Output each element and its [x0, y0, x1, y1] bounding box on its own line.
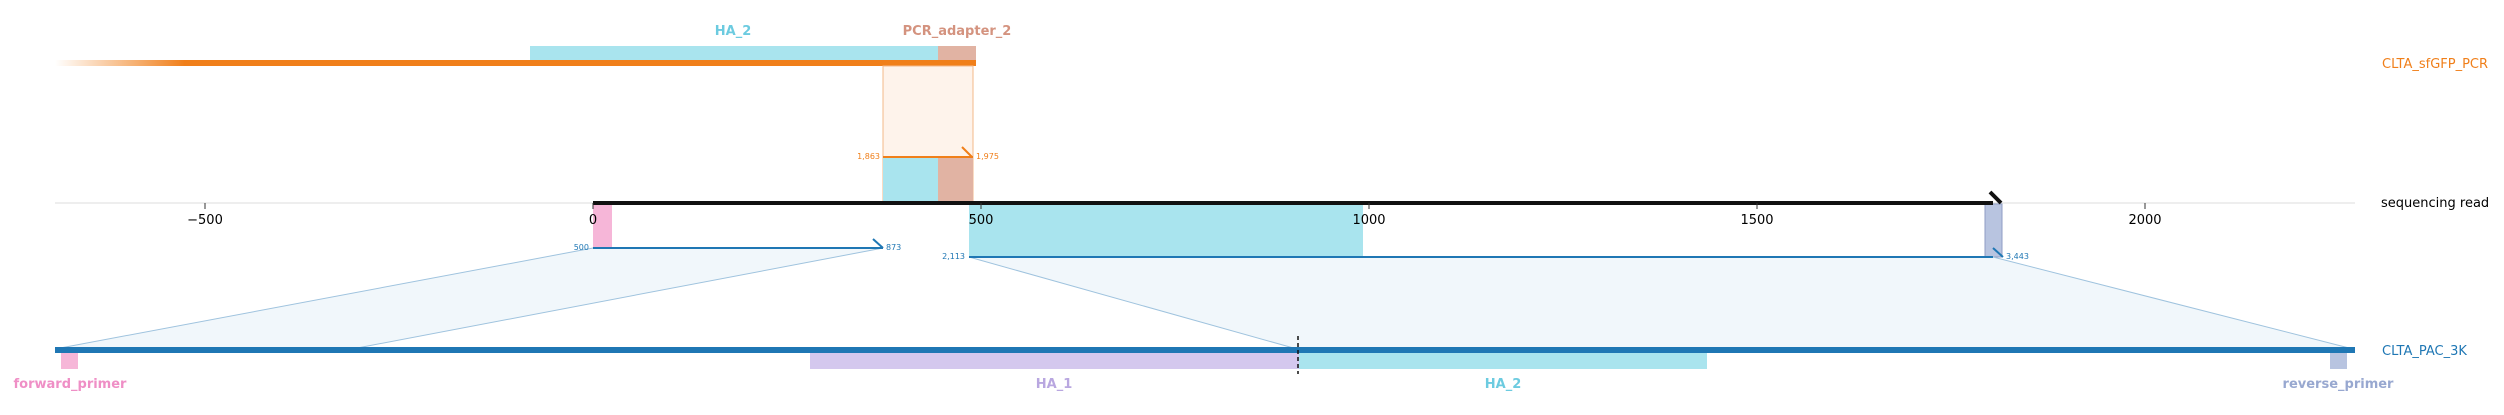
read-match-2-end: 3,443: [2006, 252, 2029, 261]
bottom-feature-forward-primer: [61, 352, 78, 369]
tick-label: −500: [187, 213, 223, 228]
sequencing-read-arrowhead: [1988, 190, 2003, 205]
bottom-feature-ha2: [1299, 352, 1707, 369]
tick-label: 1500: [1740, 213, 1773, 228]
bottom-feature-reverse-primer-label: reverse_primer: [2283, 377, 2395, 392]
bottom-feature-forward-primer-label: forward_primer: [14, 377, 128, 392]
top-construct-line: [184, 60, 976, 66]
top-feature-pcr-adapter-2: [938, 46, 976, 63]
read-feature-ha2-bottom: [969, 204, 1363, 257]
tick-label: 1000: [1352, 213, 1385, 228]
read-axis-ticks: −500 0 500 1000 1500 2000: [187, 203, 2162, 228]
read-feature-pcr-adapter-top: [938, 157, 973, 203]
top-match-start: 1,863: [857, 152, 880, 161]
bottom-projection-left: [54, 247, 884, 350]
read-match-2-start: 2,113: [942, 252, 965, 261]
sequencing-read-line-2: [1000, 201, 1993, 205]
read-match-1-start: 500: [574, 243, 589, 252]
read-feature-forward-primer: [593, 204, 612, 248]
bottom-track-name: CLTA_PAC_3K: [2382, 344, 2467, 359]
top-feature-ha2: [530, 46, 940, 63]
tick-label: 500: [969, 213, 994, 228]
bottom-feature-ha1-label: HA_1: [1036, 377, 1073, 392]
bottom-feature-ha1: [810, 352, 1299, 369]
top-feature-pcr-adapter-2-label: PCR_adapter_2: [903, 24, 1012, 39]
top-track: HA_2 PCR_adapter_2 CLTA_sfGFP_PCR: [55, 24, 2488, 72]
top-track-name: CLTA_sfGFP_PCR: [2382, 57, 2488, 72]
tick-label: 0: [589, 213, 597, 228]
bottom-projection-right: [968, 256, 2354, 350]
top-match-arrow: [961, 146, 973, 158]
middle-track-name: sequencing read: [2381, 196, 2489, 211]
read-match-1-arrow: [872, 238, 884, 249]
read-match-2-arrow: [1992, 247, 2004, 258]
sequencing-read-line: [593, 201, 1000, 205]
read-match-1-end: 873: [886, 243, 901, 252]
top-match-end: 1,975: [976, 152, 999, 161]
bottom-construct-line: [55, 347, 2355, 353]
bottom-feature-reverse-primer: [2330, 352, 2347, 369]
read-feature-ha2-top: [883, 157, 938, 203]
middle-track: sequencing read −500 0 500 1000 1500 200…: [55, 190, 2489, 258]
top-construct-line-fade: [55, 60, 185, 66]
top-feature-ha2-label: HA_2: [715, 24, 752, 39]
bottom-feature-ha2-label: HA_2: [1485, 377, 1522, 392]
tick-label: 2000: [2128, 213, 2161, 228]
bottom-track: CLTA_PAC_3K forward_primer HA_1 HA_2 rev…: [14, 336, 2467, 392]
